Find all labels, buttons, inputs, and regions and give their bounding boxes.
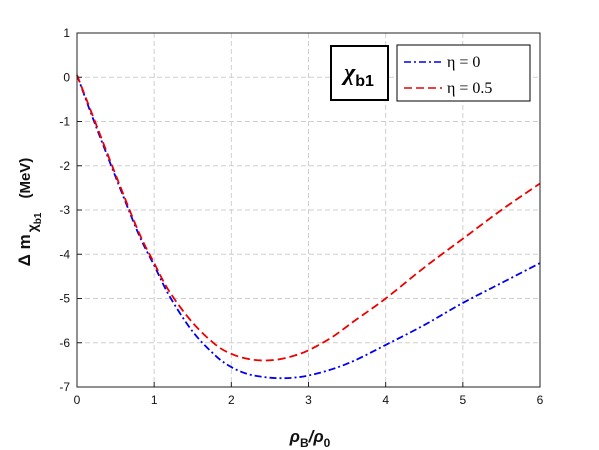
x-tick-label: 5 xyxy=(459,393,466,407)
legend-text-eta05: η = 0.5 xyxy=(447,80,492,97)
series-line-0 xyxy=(76,74,541,380)
y-tick-label: -4 xyxy=(59,247,70,261)
legend-box xyxy=(396,44,531,102)
y-axis-label: Δ m χb1 (MeV) xyxy=(15,158,44,267)
series-layer xyxy=(76,74,541,380)
svg-text:Δ mχb1(MeV): Δ m χb1 (MeV) xyxy=(15,158,44,267)
x-tick-label: 4 xyxy=(382,393,389,407)
legend-text-eta0: η = 0 xyxy=(447,54,480,71)
y-tick-label: -7 xyxy=(59,380,70,394)
legend: η = 0 η = 0.5 xyxy=(396,44,531,102)
x-ticks: 0 1 2 3 4 5 6 xyxy=(74,382,544,407)
y-tick-label: 0 xyxy=(63,70,70,84)
inset-label-sub: b1 xyxy=(355,73,374,90)
x-tick-label: 1 xyxy=(151,393,158,407)
x-label-mid: /ρ xyxy=(308,427,324,446)
x-tick-label: 0 xyxy=(74,393,81,407)
y-label-unit: (MeV) xyxy=(17,158,34,199)
y-ticks: 1 0 -1 -2 -3 -4 -5 -6 -7 xyxy=(59,26,82,394)
y-tick-label: -6 xyxy=(59,336,70,350)
y-tick-label: -1 xyxy=(59,115,70,129)
y-tick-label: 1 xyxy=(63,26,70,40)
y-label-sub: χ xyxy=(24,224,40,232)
x-tick-label: 6 xyxy=(537,393,544,407)
x-axis-label: ρB/ρ0 xyxy=(289,427,331,450)
x-tick-label: 3 xyxy=(305,393,312,407)
svg-text:χb1: χb1 xyxy=(341,60,374,90)
x-label-sub2: 0 xyxy=(324,436,331,450)
y-label-subsub: b1 xyxy=(33,212,44,224)
y-label-main: Δ m xyxy=(15,234,34,266)
y-tick-label: -2 xyxy=(59,159,70,173)
series-line-1 xyxy=(76,74,541,362)
inset-label: χb1 xyxy=(330,45,389,101)
y-tick-label: -3 xyxy=(59,203,70,217)
x-tick-label: 2 xyxy=(228,393,235,407)
inset-label-main: χ xyxy=(341,60,356,86)
y-tick-label: -5 xyxy=(59,292,70,306)
x-label-sub: B xyxy=(300,436,309,450)
inset-label-box xyxy=(330,45,389,101)
x-label-main: ρ xyxy=(289,427,300,446)
